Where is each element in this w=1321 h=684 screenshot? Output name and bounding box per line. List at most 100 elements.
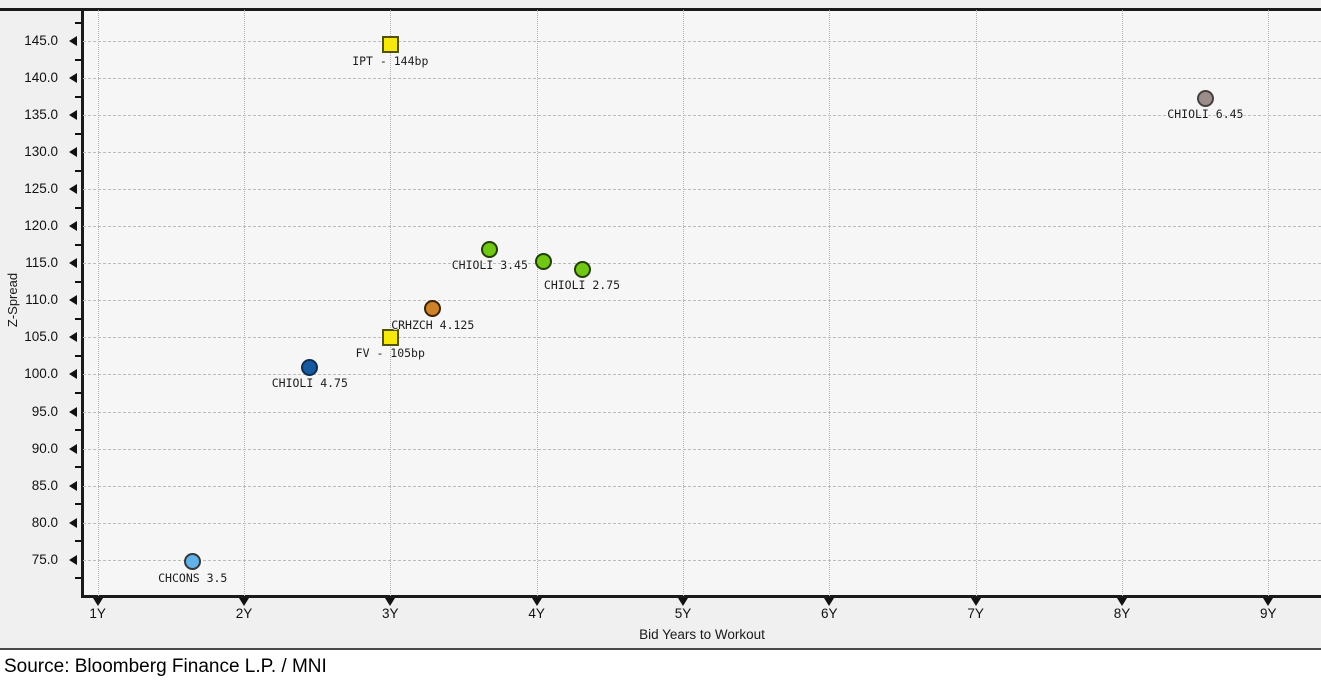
y-gridline bbox=[83, 152, 1321, 154]
y-tick-label: 130.0 bbox=[24, 144, 58, 160]
y-minor-tick bbox=[75, 429, 81, 432]
x-tick-label: 1Y bbox=[89, 606, 106, 621]
x-tick-label: 2Y bbox=[235, 606, 253, 621]
y-minor-tick bbox=[75, 354, 81, 357]
x-gridline bbox=[1121, 10, 1123, 596]
y-gridline bbox=[83, 300, 1321, 302]
data-point-marker-CHIOLI-3.45[interactable] bbox=[481, 240, 499, 258]
y-tick-label: 110.0 bbox=[25, 292, 58, 308]
y-gridline bbox=[83, 115, 1321, 117]
x-tick-label: 8Y bbox=[1113, 606, 1131, 621]
y-minor-tick bbox=[75, 577, 81, 580]
data-point-label: IPT - 144bp bbox=[352, 53, 429, 68]
y-tick-label: 75.0 bbox=[31, 551, 58, 567]
y-tick-arrow-icon bbox=[69, 332, 77, 343]
x-gridline bbox=[97, 10, 99, 596]
y-tick-label: 90.0 bbox=[31, 440, 58, 456]
y-tick-label: 115.0 bbox=[25, 255, 58, 271]
caption-divider bbox=[0, 648, 1321, 650]
y-tick-arrow-icon bbox=[69, 221, 77, 232]
data-point-marker[interactable] bbox=[535, 253, 553, 271]
data-point-marker-CHCONS-3.5[interactable] bbox=[184, 553, 202, 571]
x-tick-label: 5Y bbox=[674, 606, 692, 621]
scatter-chart: Z-Spread Bid Years to Workout 75.0 80.0 85… bbox=[0, 0, 1321, 648]
y-tick-arrow-icon bbox=[69, 554, 77, 565]
y-minor-tick bbox=[75, 503, 81, 506]
y-gridline bbox=[83, 374, 1321, 376]
y-gridline bbox=[83, 485, 1321, 487]
x-gridline bbox=[829, 10, 831, 596]
x-gridline bbox=[682, 10, 684, 596]
data-point-marker-CHIOLI-4.75[interactable] bbox=[301, 358, 319, 376]
x-tick-label: 4Y bbox=[528, 606, 545, 621]
data-point-label: CHIOLI 3.45 bbox=[451, 258, 528, 273]
x-gridline bbox=[1268, 10, 1270, 596]
y-minor-tick bbox=[75, 132, 81, 135]
y-minor-tick bbox=[75, 21, 81, 24]
data-point-label: CHCONS 3.5 bbox=[158, 570, 228, 585]
x-gridline bbox=[975, 10, 977, 596]
y-gridline bbox=[83, 189, 1321, 191]
source-text: Source: Bloomberg Finance L.P. / MNI bbox=[4, 656, 327, 677]
y-tick-label: 95.0 bbox=[31, 403, 58, 419]
y-tick-arrow-icon bbox=[69, 406, 77, 417]
y-minor-tick bbox=[75, 317, 81, 320]
data-point-marker-FV-105bp[interactable] bbox=[381, 328, 399, 346]
x-gridline bbox=[536, 10, 538, 596]
data-point-marker-IPT-144bp[interactable] bbox=[381, 36, 399, 54]
y-gridline bbox=[83, 41, 1321, 43]
y-tick-arrow-icon bbox=[69, 369, 77, 380]
y-gridline bbox=[83, 522, 1321, 524]
y-tick-label: 120.0 bbox=[24, 218, 58, 234]
y-tick-label: 105.0 bbox=[24, 329, 58, 345]
y-minor-tick bbox=[75, 280, 81, 283]
data-point-marker-CHIOLI-6.45[interactable] bbox=[1196, 89, 1214, 107]
y-tick-label: 100.0 bbox=[24, 366, 58, 382]
y-tick-label: 135.0 bbox=[24, 107, 58, 123]
x-tick-arrow-icon bbox=[824, 598, 835, 606]
y-gridline bbox=[83, 226, 1321, 228]
y-tick-arrow-icon bbox=[69, 295, 77, 306]
x-tick-arrow-icon bbox=[238, 598, 249, 606]
x-tick-label: 6Y bbox=[821, 606, 838, 621]
y-minor-tick bbox=[75, 95, 81, 98]
y-tick-arrow-icon bbox=[69, 110, 77, 121]
y-tick-label: 85.0 bbox=[31, 477, 58, 493]
y-gridline bbox=[83, 411, 1321, 413]
x-tick-label: 7Y bbox=[967, 606, 984, 621]
y-tick-label: 80.0 bbox=[31, 514, 58, 530]
y-gridline bbox=[83, 337, 1321, 339]
y-minor-tick bbox=[75, 58, 81, 61]
x-tick-arrow-icon bbox=[92, 598, 103, 606]
y-minor-tick bbox=[75, 540, 81, 543]
y-gridline bbox=[83, 263, 1321, 265]
y-tick-arrow-icon bbox=[69, 184, 77, 195]
y-tick-label: 140.0 bbox=[24, 70, 58, 86]
data-point-label: CHIOLI 2.75 bbox=[543, 278, 621, 293]
x-tick-label: 9Y bbox=[1260, 606, 1277, 621]
data-point-label: FV - 105bp bbox=[355, 346, 425, 361]
y-tick-label: 125.0 bbox=[24, 181, 58, 197]
data-point-label: CHIOLI 4.75 bbox=[271, 376, 348, 391]
data-point-marker-CHIOLI-2.75[interactable] bbox=[573, 260, 591, 278]
x-tick-label: 3Y bbox=[382, 606, 399, 621]
x-gridline bbox=[390, 10, 392, 596]
y-axis-line bbox=[81, 8, 84, 598]
x-axis-title: Bid Years to Workout bbox=[639, 627, 765, 642]
top-axis-line bbox=[0, 8, 1321, 11]
y-tick-arrow-icon bbox=[69, 73, 77, 84]
y-tick-arrow-icon bbox=[69, 258, 77, 269]
y-gridline bbox=[83, 559, 1321, 561]
x-tick-arrow-icon bbox=[1116, 598, 1127, 606]
y-minor-tick bbox=[75, 169, 81, 172]
x-tick-arrow-icon bbox=[1263, 598, 1274, 606]
data-point-marker-CRHZCH-4.125[interactable] bbox=[424, 300, 442, 318]
y-tick-arrow-icon bbox=[69, 443, 77, 454]
y-tick-arrow-icon bbox=[69, 517, 77, 528]
y-minor-tick bbox=[75, 206, 81, 209]
x-tick-arrow-icon bbox=[385, 598, 396, 606]
plot-area bbox=[83, 10, 1321, 596]
y-tick-arrow-icon bbox=[69, 147, 77, 158]
x-gridline bbox=[243, 10, 245, 596]
